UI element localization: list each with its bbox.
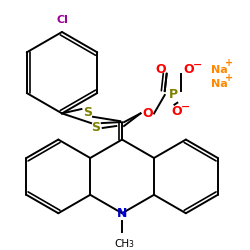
Text: O: O <box>171 105 182 118</box>
Text: N: N <box>117 207 127 220</box>
Text: S: S <box>92 122 100 134</box>
Text: Na: Na <box>211 65 228 75</box>
Text: −: − <box>180 102 190 112</box>
Text: +: + <box>225 58 233 68</box>
Text: Na: Na <box>211 79 228 89</box>
Text: P: P <box>169 88 178 102</box>
Text: Cl: Cl <box>56 15 68 25</box>
Text: +: + <box>225 72 233 83</box>
Text: S: S <box>83 106 92 120</box>
Text: O: O <box>156 63 166 76</box>
Text: O: O <box>142 107 152 120</box>
Text: O: O <box>184 63 194 76</box>
Text: CH: CH <box>114 240 130 250</box>
Text: 3: 3 <box>128 240 133 249</box>
Text: −: − <box>193 60 202 70</box>
